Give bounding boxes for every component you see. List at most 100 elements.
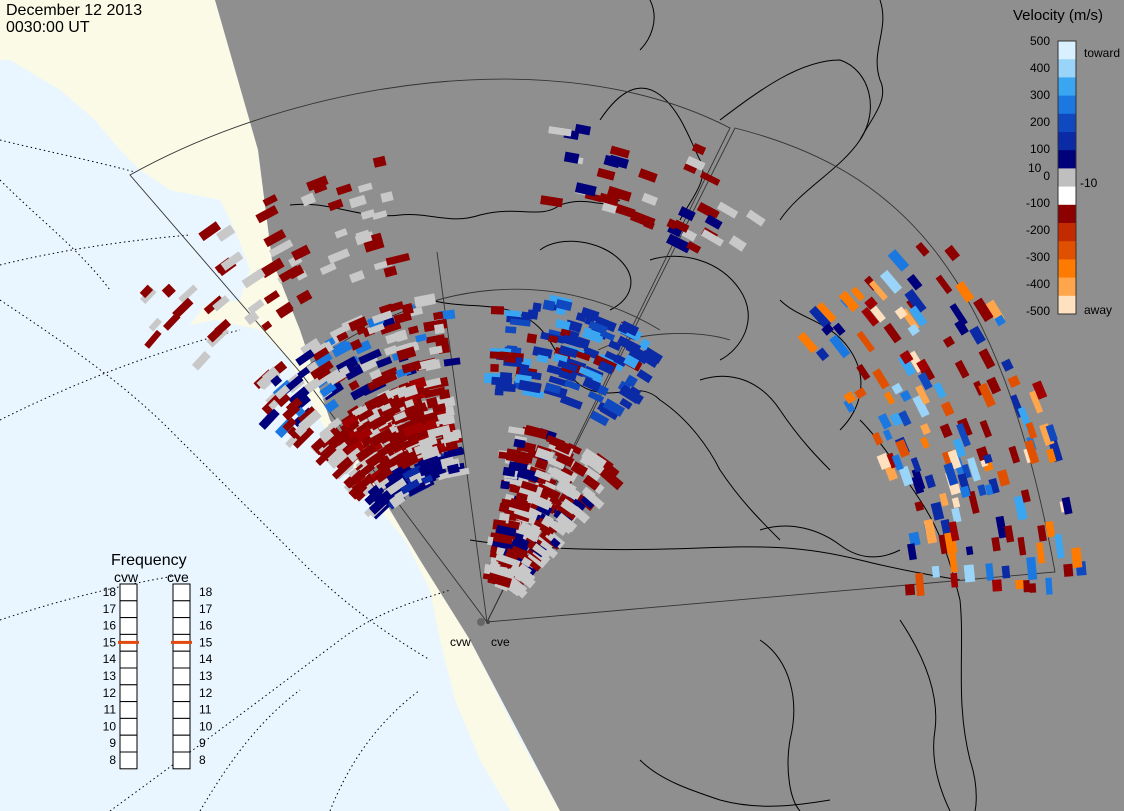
velocity-cell	[513, 506, 537, 521]
velocity-cell	[906, 273, 923, 291]
velocity-cell	[939, 492, 949, 507]
velocity-cell	[297, 366, 311, 379]
velocity-cell	[1046, 448, 1057, 463]
colorbar-toward-label: toward	[1084, 46, 1120, 60]
velocity-cell	[588, 320, 608, 335]
header-date: December 12 2013	[6, 2, 143, 19]
velocity-cell	[331, 340, 353, 358]
colorbar-tick-label: 0	[1043, 169, 1050, 183]
velocity-cell	[951, 507, 962, 523]
velocity-cell	[578, 366, 603, 382]
velocity-cell	[879, 269, 903, 294]
velocity-cell	[683, 163, 697, 175]
velocity-cell	[558, 345, 579, 359]
velocity-cell	[1008, 445, 1021, 464]
velocity-cell	[212, 295, 230, 312]
velocity-cell	[263, 229, 287, 248]
frequency-cell	[172, 684, 191, 703]
velocity-cell	[349, 338, 363, 351]
velocity-cell	[983, 453, 993, 464]
velocity-cell	[589, 410, 610, 427]
frequency-scale-label: 9	[109, 736, 116, 750]
frequency-cell	[172, 717, 191, 736]
frequency-cell	[119, 617, 138, 635]
colorbar-segment	[1058, 77, 1076, 97]
velocity-cell	[1023, 580, 1031, 593]
velocity-cell	[407, 481, 427, 497]
velocity-cell	[602, 398, 626, 417]
velocity-cell	[559, 328, 571, 338]
velocity-cell	[428, 345, 443, 355]
velocity-cell	[495, 553, 519, 567]
velocity-cell	[911, 468, 926, 491]
velocity-cell	[341, 414, 359, 429]
velocity-cell	[882, 429, 893, 441]
velocity-cell	[582, 489, 605, 510]
velocity-cell	[336, 331, 349, 342]
velocity-cell	[400, 478, 421, 495]
colorbar-segment	[1058, 132, 1076, 151]
velocity-cell	[909, 305, 928, 327]
velocity-cell	[528, 523, 541, 536]
colorbar-segment	[1058, 259, 1076, 279]
colorbar-tick-label: -10	[1080, 176, 1098, 190]
colorbar-away-label: away	[1084, 303, 1112, 317]
velocity-cell	[513, 567, 536, 589]
velocity-cell	[861, 306, 880, 327]
velocity-cell	[263, 290, 280, 305]
velocity-cell	[948, 521, 960, 542]
velocity-cell	[148, 317, 162, 332]
colorbar-segment	[1058, 59, 1076, 78]
velocity-cell	[889, 412, 903, 427]
velocity-cell	[642, 346, 663, 365]
velocity-cell	[994, 314, 1006, 327]
frequency-panel: Frequency cvw cve 1817161514131211109818…	[103, 552, 213, 770]
velocity-cell	[378, 455, 391, 467]
velocity-cell	[549, 537, 561, 549]
velocity-cell	[581, 448, 607, 470]
velocity-cell	[1007, 375, 1021, 388]
velocity-cell	[933, 381, 947, 399]
velocity-cell	[599, 467, 624, 491]
velocity-cell	[581, 327, 605, 344]
colorbar-segment	[1058, 186, 1076, 206]
velocity-cell	[367, 453, 384, 468]
velocity-cell	[191, 350, 211, 371]
velocity-cell	[956, 417, 973, 438]
colorbar-segment	[1058, 223, 1076, 242]
velocity-cell	[314, 351, 333, 367]
frequency-cell	[172, 583, 191, 602]
velocity-cell	[912, 394, 930, 418]
frequency-scale: 18 17 16 15 14 13 12 11 10 9 8 18 17 16 15 14 13 12 11 10 9 8	[103, 583, 213, 770]
velocity-cell	[383, 345, 398, 356]
velocity-cell	[563, 151, 580, 164]
velocity-cell	[357, 408, 375, 423]
velocity-cell	[618, 386, 641, 404]
velocity-cell	[517, 486, 542, 502]
frequency-cell	[172, 751, 191, 770]
velocity-cells	[139, 123, 1087, 599]
velocity-cell	[526, 333, 538, 344]
velocity-cell	[244, 310, 260, 326]
velocity-cell	[433, 323, 445, 335]
velocity-cell	[571, 506, 590, 524]
velocity-cell	[404, 399, 415, 408]
frequency-scale-label: 10	[199, 719, 213, 733]
velocity-cell	[904, 288, 927, 314]
velocity-cell	[967, 457, 981, 482]
velocity-cell	[984, 483, 994, 496]
velocity-cell	[555, 452, 575, 468]
velocity-cell	[427, 424, 451, 439]
velocity-cell	[490, 363, 499, 372]
velocity-cell	[319, 262, 337, 276]
velocity-cell	[995, 515, 1008, 539]
velocity-cell	[379, 321, 402, 335]
velocity-cell	[582, 474, 601, 491]
velocity-cell	[985, 563, 995, 581]
velocity-cell	[268, 399, 279, 410]
frequency-cell	[172, 734, 191, 753]
velocity-cell	[386, 471, 402, 486]
velocity-cell	[312, 347, 330, 361]
velocity-cell	[144, 329, 162, 349]
